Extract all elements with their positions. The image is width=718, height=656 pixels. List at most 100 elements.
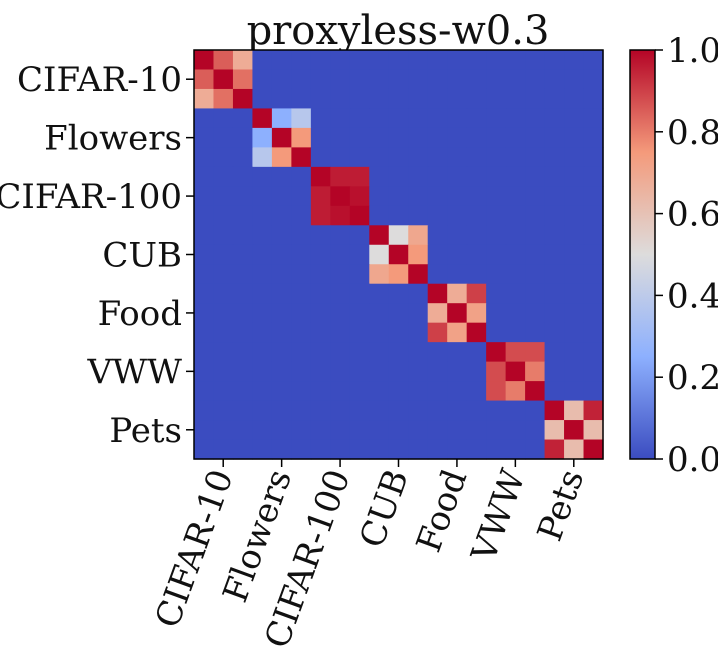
heatmap-cell [330,69,351,90]
heatmap-cell [583,50,604,71]
heatmap-cell [349,283,370,304]
heatmap-cell [564,381,585,402]
heatmap-cell [310,69,331,90]
heatmap-cell [564,88,585,110]
heatmap-cell [564,303,585,324]
heatmap-cell [427,50,448,71]
heatmap-cell [447,420,468,441]
y-tick-label: CIFAR-10 [17,60,182,100]
heatmap-cell [447,264,468,285]
heatmap-cell [388,361,409,382]
heatmap-cell [232,381,254,402]
heatmap-cell [213,283,234,304]
heatmap-cell [213,186,234,207]
heatmap-cell [310,186,331,207]
heatmap-cell [194,225,215,246]
heatmap-cell [369,127,390,148]
heatmap-cell [544,439,565,460]
heatmap-cell [232,420,254,441]
heatmap-cell [505,381,526,402]
heatmap-cell [505,244,526,265]
heatmap-cell [466,439,487,460]
heatmap-cell [427,400,448,421]
heatmap-cell [194,400,215,421]
heatmap-cell [388,342,409,363]
heatmap-cell [583,69,604,90]
heatmap-cell [349,244,370,265]
heatmap-cell [505,400,526,421]
heatmap-cell [544,283,565,304]
heatmap-cell [427,420,448,441]
heatmap-cell [213,127,234,148]
heatmap-cell [369,361,390,382]
heatmap-cell [544,303,565,324]
heatmap-cell [486,108,507,129]
colorbar-tick-label: 0.0 [667,440,718,480]
heatmap-cell [544,225,565,246]
heatmap-cell [525,108,546,129]
heatmap-cell [505,69,526,90]
heatmap-cell [544,400,565,421]
heatmap-cell [583,186,604,207]
heatmap-cell [232,361,254,382]
heatmap-cell [525,420,546,441]
heatmap-cells [194,50,604,460]
heatmap-cell [232,283,254,304]
heatmap-cell [388,381,409,402]
heatmap-cell [252,322,273,343]
heatmap-cell [564,400,585,421]
heatmap-cell [388,244,409,265]
heatmap-cell [447,127,468,148]
heatmap-cell [369,322,390,343]
heatmap-cell [252,147,273,168]
heatmap-cell [466,127,487,148]
heatmap-cell [194,50,215,71]
heatmap-cell [525,244,546,265]
heatmap-cell [369,439,390,460]
heatmap-cell [525,127,546,148]
heatmap-cell [466,283,487,304]
heatmap-cell [369,205,390,226]
heatmap-cell [427,303,448,324]
heatmap-cell [408,69,429,90]
heatmap-cell [525,205,546,226]
x-tick-label: CIFAR-10 [148,464,242,633]
heatmap-cell [252,205,273,226]
heatmap-cell [447,108,468,129]
heatmap-cell [330,108,351,129]
heatmap-cell [330,420,351,441]
heatmap-cell [447,283,468,304]
heatmap-cell [330,186,351,207]
heatmap-cell [369,186,390,207]
heatmap-cell [564,322,585,343]
heatmap-cell [583,381,604,402]
heatmap-cell [408,205,429,226]
heatmap-cell [505,264,526,285]
heatmap-cell [505,205,526,226]
heatmap-cell [310,303,331,324]
heatmap-cell [349,225,370,246]
heatmap-cell [505,420,526,441]
heatmap-cell [271,264,292,285]
heatmap-cell [369,147,390,168]
heatmap-cell [388,264,409,285]
heatmap-cell [291,420,312,441]
heatmap-cell [388,322,409,343]
heatmap-cell [330,50,351,71]
heatmap-cell [291,342,312,363]
heatmap-cell [194,166,215,187]
heatmap-cell [408,420,429,441]
heatmap-cell [252,127,273,148]
heatmap-cell [310,420,331,441]
heatmap-cell [447,400,468,421]
heatmap-cell [388,186,409,207]
heatmap-cell [447,147,468,168]
heatmap-cell [427,361,448,382]
heatmap-cell [564,420,585,441]
heatmap-cell [466,186,487,207]
heatmap-cell [252,420,273,441]
heatmap-cell [194,69,215,90]
heatmap-cell [408,186,429,207]
heatmap-cell [583,127,604,148]
heatmap-cell [447,303,468,324]
